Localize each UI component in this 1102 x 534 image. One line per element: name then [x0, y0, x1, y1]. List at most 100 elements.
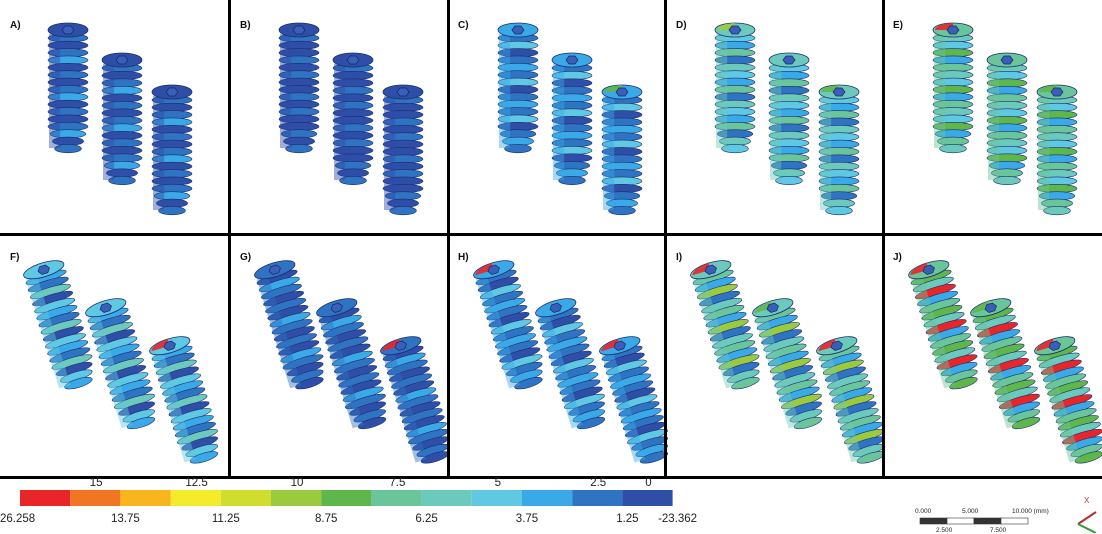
colorbar-tick-label: 26.258: [0, 513, 36, 525]
implant-shade: [334, 64, 346, 180]
colorbar-tick-label: 15: [89, 477, 103, 489]
stress-hotspot: [754, 301, 773, 314]
implant-hex: [115, 55, 129, 65]
scale-bar-label: 7.500: [990, 527, 1007, 534]
panel-label: G): [240, 252, 252, 263]
implant-hex: [782, 55, 796, 65]
implant-thread: [793, 416, 823, 430]
panel-3: [714, 22, 860, 216]
implant-shade: [87, 313, 133, 429]
implant-shade: [153, 96, 165, 210]
grid-vline: [447, 0, 450, 478]
implant-shade: [151, 351, 196, 463]
colorbar-segment: [170, 490, 221, 506]
implant-shade: [988, 64, 1000, 180]
implant-thread: [639, 451, 669, 464]
implant-thread: [514, 377, 543, 390]
implant-thread: [504, 144, 532, 154]
implant-thread: [189, 451, 219, 464]
colorbar-tick-label: 1.25: [616, 513, 639, 525]
panel-label: E): [893, 20, 903, 31]
implant-hex: [704, 264, 717, 275]
stress-hotspot: [818, 339, 837, 352]
implant-hex: [946, 25, 960, 35]
implant-hex: [396, 87, 410, 97]
implant-shade: [553, 64, 565, 180]
implant-shade: [692, 275, 738, 389]
implant: [714, 22, 756, 154]
implant-thread: [357, 416, 387, 430]
implant-thread: [608, 206, 636, 216]
implant-hex: [922, 264, 935, 275]
implant-thread: [721, 144, 749, 154]
implant: [149, 336, 219, 464]
colorbar-segment: [220, 490, 271, 506]
stress-hotspot: [475, 263, 494, 276]
implant: [85, 298, 156, 430]
implant-thread: [576, 416, 606, 430]
implant: [601, 84, 643, 216]
implant-thread: [993, 176, 1021, 186]
implant-hex: [1048, 340, 1061, 351]
implant: [551, 52, 593, 186]
implant: [599, 336, 669, 464]
implant: [752, 298, 823, 430]
implant-shade: [818, 351, 863, 463]
colorbar-segment: [471, 490, 522, 506]
colorbar-segment: [70, 490, 121, 506]
implant: [1036, 84, 1078, 216]
scale-bar-segment: [1000, 517, 1029, 525]
implant-hex: [830, 340, 843, 351]
implant-thread: [558, 176, 586, 186]
implant: [23, 260, 93, 390]
colorbar-tick-label: -23.362: [658, 513, 698, 525]
implant: [316, 298, 387, 430]
implant-hex: [165, 87, 179, 97]
implant-thread: [1011, 416, 1041, 430]
implant-shade: [280, 34, 292, 148]
stress-hotspot: [692, 263, 711, 276]
colorbar-segment: [622, 490, 673, 506]
stress-hotspot: [910, 263, 929, 276]
implant-hex: [487, 264, 500, 275]
implant-thread: [108, 176, 136, 186]
implant: [768, 52, 810, 186]
implant-thread: [339, 176, 367, 186]
implant: [818, 84, 860, 216]
implant-hex: [268, 264, 281, 275]
implant-hex: [613, 340, 626, 351]
implant-hex: [832, 87, 846, 97]
implant: [47, 22, 89, 154]
panel-label: I): [676, 252, 683, 263]
implant-hex: [37, 264, 50, 275]
colorbar-segment: [572, 490, 623, 506]
panel-label: B): [240, 20, 251, 31]
implant-thread: [825, 206, 853, 216]
implant-hex: [984, 302, 997, 313]
colorbar-tick-label: 8.75: [314, 513, 338, 525]
panel-label: H): [458, 252, 469, 263]
implant-hex: [292, 25, 306, 35]
panels-layer: [23, 22, 1102, 464]
panel-label: C): [458, 20, 469, 31]
scale-bar-label: 2.500: [936, 527, 953, 534]
colorbar-tick-label: 6.25: [415, 513, 438, 525]
implant-thread: [158, 206, 186, 216]
implant-hex: [565, 55, 579, 65]
implant-hex: [1000, 55, 1014, 65]
implant-shade: [820, 96, 832, 210]
colorbar-tick-label: 10: [290, 477, 304, 489]
implant-hex: [728, 25, 742, 35]
colorbar-tick-label: 7.5: [389, 477, 406, 489]
implant-hex: [511, 25, 525, 35]
implant: [101, 52, 143, 186]
implant: [986, 52, 1028, 186]
implant-thread: [295, 377, 324, 390]
stress-hotspot: [151, 339, 170, 352]
grid-hline: [0, 233, 1102, 236]
implant-thread: [731, 377, 760, 390]
colorbar-segment: [321, 490, 372, 506]
colorbar-segment: [371, 490, 422, 506]
implant: [332, 52, 374, 186]
